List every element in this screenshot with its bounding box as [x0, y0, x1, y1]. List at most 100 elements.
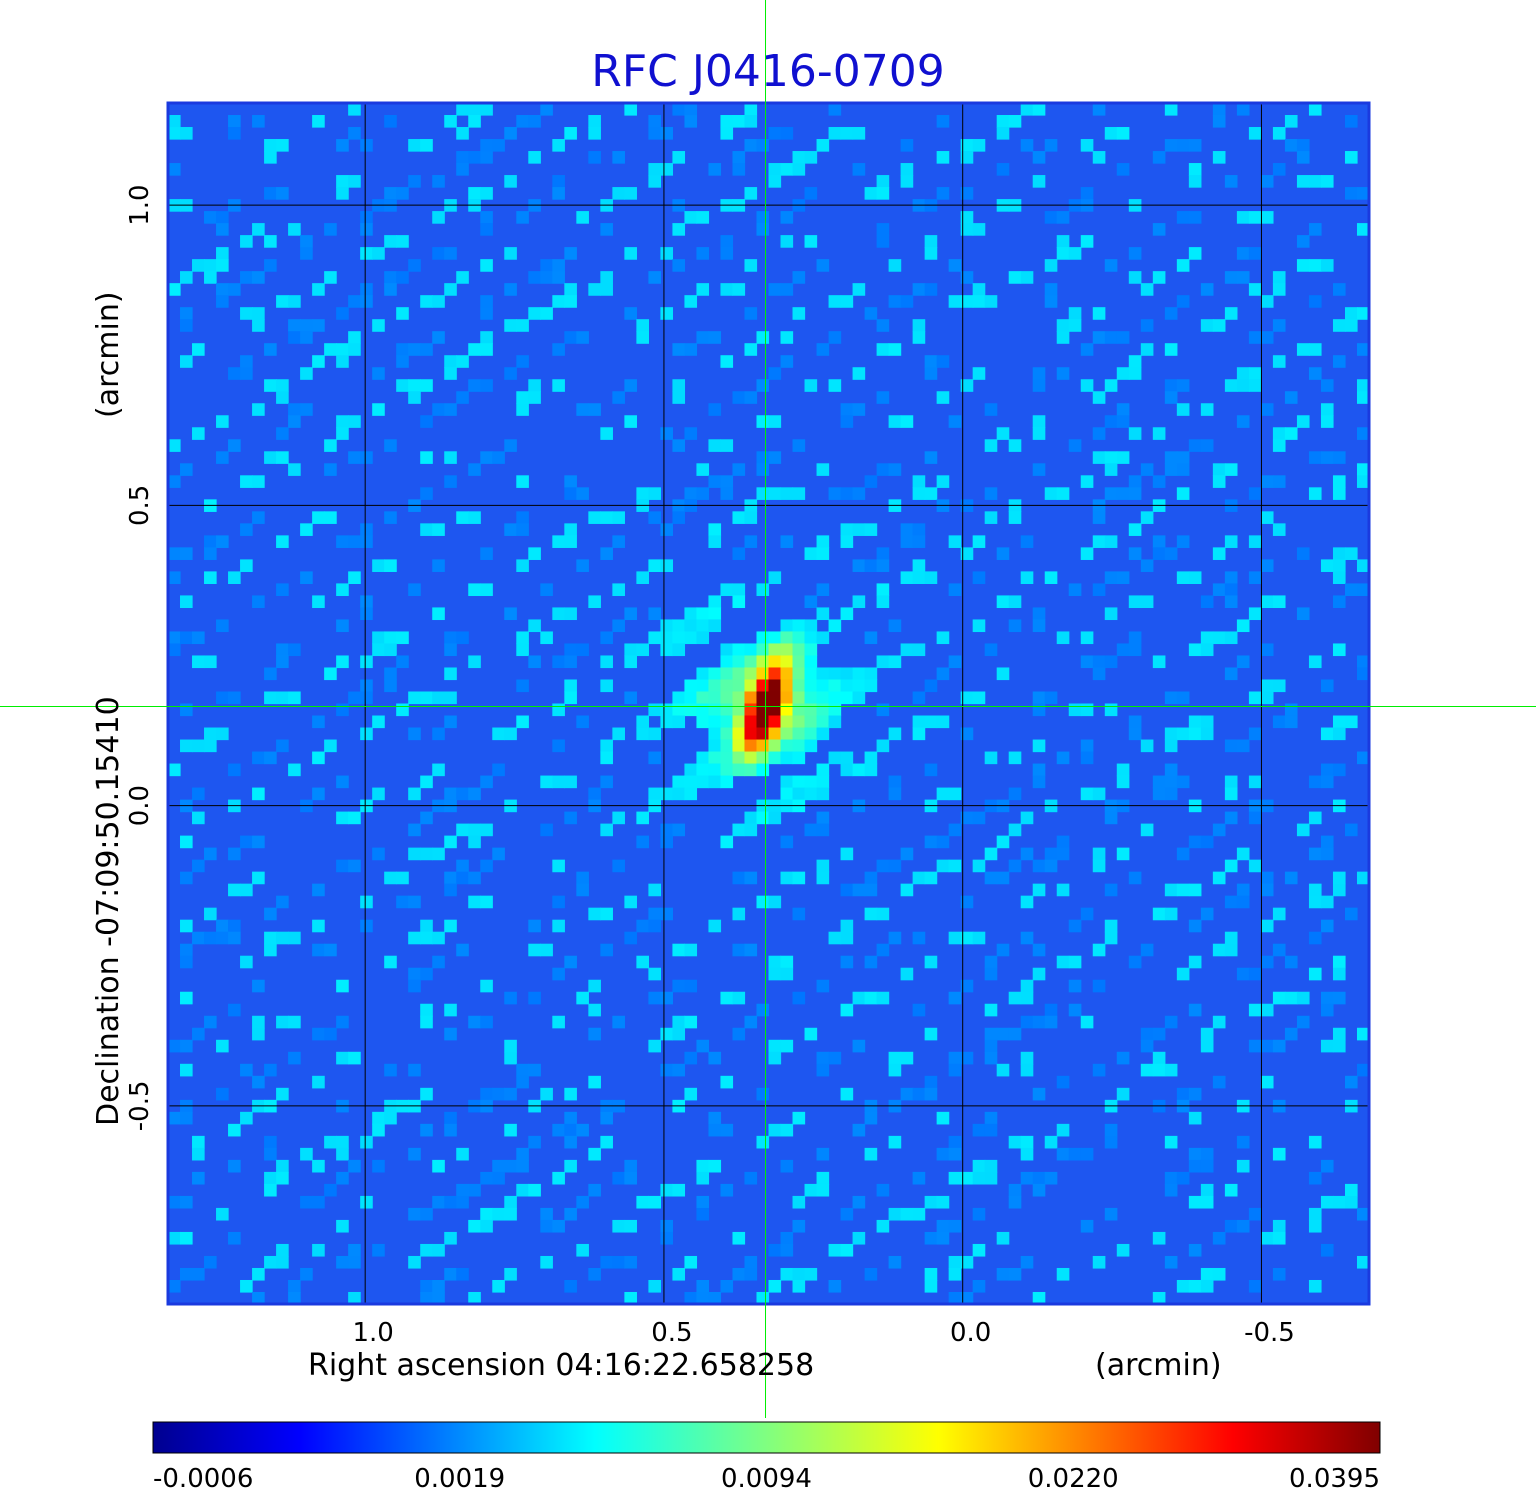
- image-pixel: [876, 583, 890, 597]
- image-pixel: [420, 1279, 433, 1293]
- image-pixel: [348, 811, 361, 825]
- image-pixel: [672, 343, 686, 356]
- image-pixel: [684, 631, 698, 645]
- image-pixel: [312, 715, 325, 729]
- image-pixel: [1236, 379, 1250, 392]
- image-pixel: [1260, 1075, 1274, 1089]
- image-pixel: [552, 175, 565, 188]
- image-pixel: [600, 739, 613, 753]
- image-pixel: [972, 571, 986, 584]
- image-pixel: [420, 139, 433, 152]
- image-pixel: [1164, 1063, 1178, 1077]
- image-pixel: [600, 943, 613, 957]
- image-pixel: [696, 703, 710, 717]
- image-pixel: [240, 523, 253, 536]
- image-pixel: [1188, 139, 1202, 152]
- image-pixel: [1272, 595, 1286, 609]
- image-pixel: [384, 667, 397, 681]
- image-pixel: [804, 667, 818, 681]
- image-pixel: [828, 679, 842, 693]
- image-pixel: [564, 1123, 577, 1137]
- image-pixel: [768, 1243, 782, 1257]
- image-pixel: [708, 739, 722, 753]
- image-pixel: [672, 379, 686, 392]
- image-pixel: [348, 343, 361, 356]
- image-pixel: [1128, 595, 1142, 609]
- image-pixel: [696, 763, 710, 777]
- image-pixel: [480, 379, 493, 392]
- image-pixel: [828, 667, 842, 681]
- image-pixel: [360, 523, 373, 536]
- image-pixel: [588, 115, 601, 128]
- image-pixel: [540, 775, 553, 789]
- image-pixel: [444, 631, 457, 645]
- image-pixel: [192, 1135, 205, 1149]
- image-pixel: [240, 355, 253, 368]
- image-pixel: [612, 859, 625, 873]
- image-pixel: [336, 859, 349, 873]
- image-pixel: [1320, 559, 1334, 572]
- image-pixel: [756, 331, 770, 344]
- image-pixel: [876, 187, 890, 200]
- image-pixel: [432, 1195, 445, 1209]
- image-pixel: [924, 1267, 938, 1281]
- image-pixel: [252, 1075, 265, 1089]
- image-pixel: [864, 1147, 878, 1161]
- image-pixel: [228, 439, 241, 452]
- image-pixel: [348, 535, 361, 548]
- image-pixel: [708, 331, 722, 344]
- image-pixel: [1092, 1255, 1106, 1269]
- image-pixel: [660, 715, 674, 729]
- image-pixel: [444, 871, 457, 885]
- image-pixel: [192, 655, 205, 669]
- image-pixel: [648, 559, 662, 572]
- image-pixel: [276, 895, 289, 909]
- image-pixel: [936, 391, 950, 404]
- image-pixel: [384, 235, 397, 248]
- image-pixel: [168, 1039, 181, 1053]
- image-pixel: [780, 619, 794, 633]
- image-pixel: [444, 1267, 457, 1281]
- image-pixel: [780, 1267, 794, 1281]
- image-pixel: [936, 835, 950, 849]
- x-tick-label: 0.0: [950, 1318, 991, 1348]
- image-pixel: [732, 823, 746, 837]
- image-pixel: [960, 979, 974, 993]
- image-pixel: [696, 1171, 710, 1185]
- image-pixel: [168, 439, 181, 452]
- image-pixel: [288, 415, 301, 428]
- image-pixel: [876, 1219, 890, 1233]
- image-pixel: [216, 247, 229, 260]
- image-pixel: [708, 667, 722, 681]
- image-pixel: [216, 919, 229, 933]
- image-pixel: [780, 955, 794, 969]
- image-pixel: [744, 115, 758, 128]
- image-pixel: [1200, 1159, 1214, 1173]
- image-pixel: [672, 1015, 686, 1029]
- image-pixel: [528, 919, 541, 933]
- image-pixel: [408, 1207, 421, 1221]
- image-pixel: [960, 727, 974, 741]
- image-pixel: [1116, 163, 1130, 176]
- image-pixel: [744, 655, 758, 669]
- image-pixel: [1224, 859, 1238, 873]
- image-pixel: [672, 943, 686, 957]
- image-pixel: [1080, 703, 1094, 717]
- image-pixel: [480, 211, 493, 224]
- image-pixel: [744, 871, 758, 885]
- image-pixel: [996, 595, 1010, 609]
- image-pixel: [1164, 883, 1178, 897]
- image-pixel: [1272, 127, 1286, 140]
- image-pixel: [216, 283, 229, 296]
- image-pixel: [468, 187, 481, 200]
- image-pixel: [720, 127, 734, 140]
- image-pixel: [336, 307, 349, 320]
- image-pixel: [1080, 379, 1094, 392]
- image-pixel: [1200, 1195, 1214, 1209]
- image-pixel: [1152, 271, 1166, 284]
- image-pixel: [1020, 1063, 1034, 1077]
- image-pixel: [180, 595, 193, 609]
- image-pixel: [648, 487, 662, 500]
- image-pixel: [816, 607, 830, 621]
- image-pixel: [456, 859, 469, 873]
